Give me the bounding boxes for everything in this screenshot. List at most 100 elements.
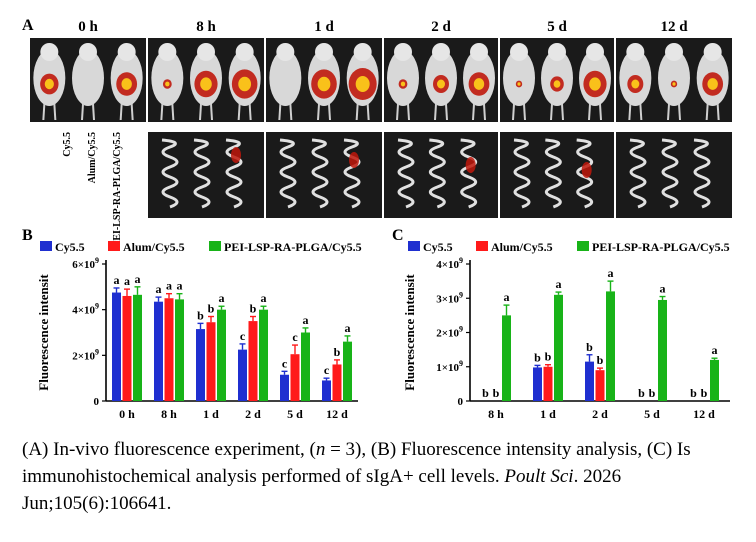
chick-leg xyxy=(289,103,293,121)
intestine-loop xyxy=(576,138,594,209)
row-label: Cy5.5 xyxy=(62,132,73,157)
timepoint-label: 5 d xyxy=(547,19,567,35)
intestine-photo xyxy=(148,132,264,218)
y-tick-label: 0 xyxy=(94,396,100,408)
y-tick-base: 4×10 xyxy=(436,259,459,271)
x-tick-label: 2 d xyxy=(245,407,261,421)
y-tick-exponent: 9 xyxy=(459,325,463,334)
y-axis-label: Fluorescence intensit xyxy=(36,274,51,391)
panel-c-chart: C Cy5.5 Alum/Cy5.5 PEI-LSP-RA-PLGA/Cy5.5 0 1×… xyxy=(392,227,730,421)
intestine-photo xyxy=(616,132,732,218)
chick-photo xyxy=(384,38,498,122)
caption-n: n xyxy=(315,439,326,460)
intestine-photo xyxy=(266,132,382,218)
chick-body xyxy=(151,50,184,106)
significance-letter: b xyxy=(534,350,541,364)
chick-leg xyxy=(716,103,720,121)
chick-head xyxy=(276,43,295,61)
significance-letter: b xyxy=(690,386,697,400)
y-tick-exponent: 9 xyxy=(95,347,99,356)
significance-letter: c xyxy=(292,330,298,344)
chick-photo xyxy=(30,38,146,122)
chick-head xyxy=(510,43,528,61)
x-tick-label: 1 d xyxy=(203,407,219,421)
panel-letter: B xyxy=(22,227,33,244)
row-label: Alum/Cy5.5 xyxy=(87,132,98,183)
x-tick-label: 5 d xyxy=(644,407,660,421)
legend-swatch xyxy=(408,241,420,251)
significance-letter: b xyxy=(586,340,593,354)
fluorescence-core xyxy=(517,82,521,86)
legend-swatch xyxy=(209,241,221,251)
legend-swatch xyxy=(476,241,488,251)
chick-leg xyxy=(512,103,515,121)
legend-label: PEI-LSP-RA-PLGA/Cy5.5 xyxy=(592,240,730,254)
intestine-photo xyxy=(500,132,614,218)
chick-head xyxy=(353,43,372,61)
significance-letter: b xyxy=(701,386,708,400)
chick-leg xyxy=(81,103,84,121)
intestine-loop xyxy=(193,138,211,209)
significance-letter: a xyxy=(504,290,510,304)
y-tick-exponent: 9 xyxy=(95,302,99,311)
chick-leg xyxy=(705,103,709,121)
y-tick-base: 6×10 xyxy=(72,259,95,271)
y-tick-label: 4×109 xyxy=(72,302,99,317)
panel-a-letter: A xyxy=(22,17,34,34)
significance-letter: a xyxy=(166,279,172,293)
intestine-signal xyxy=(581,162,592,178)
bar xyxy=(554,294,563,401)
chick-head xyxy=(665,43,683,61)
chick-head xyxy=(626,43,645,61)
significance-letter: a xyxy=(712,343,718,357)
bar xyxy=(343,341,352,401)
significance-letter: b xyxy=(197,308,204,322)
intestine-loop xyxy=(225,138,243,209)
significance-letter: a xyxy=(660,282,666,296)
bar xyxy=(259,309,268,401)
bar xyxy=(280,374,289,401)
intestine-loop xyxy=(161,138,179,209)
intestine-loop xyxy=(513,138,531,209)
y-tick-exponent: 9 xyxy=(95,256,99,265)
chick-leg xyxy=(599,103,602,121)
timepoint-label: 2 d xyxy=(431,19,451,35)
chick-head xyxy=(703,43,722,61)
x-tick-label: 2 d xyxy=(592,407,608,421)
legend-swatch xyxy=(108,241,120,251)
panel-a-photos: 0 h 8 h 1 d 2 d 5 d 12 d Cy5.5 Alum/Cy5.5 PEI-LS… xyxy=(30,19,732,247)
significance-letter: a xyxy=(156,282,162,296)
significance-letter: b xyxy=(649,386,656,400)
chick-leg xyxy=(434,103,437,121)
legend-swatch xyxy=(577,241,589,251)
chick-leg xyxy=(407,103,410,121)
chick-leg xyxy=(396,103,399,121)
significance-letter: c xyxy=(324,363,330,377)
chick-leg xyxy=(210,103,213,121)
x-tick-label: 8 h xyxy=(488,407,504,421)
significance-letter: a xyxy=(556,277,562,291)
bar xyxy=(112,292,121,401)
fluorescence-core xyxy=(400,81,406,87)
intestine-loop xyxy=(629,138,647,209)
bar xyxy=(122,295,132,401)
bar xyxy=(543,366,553,401)
x-tick-label: 5 d xyxy=(287,407,303,421)
chick-leg xyxy=(171,103,175,121)
chick-photo xyxy=(616,38,732,122)
chick-leg xyxy=(366,103,370,121)
chick-head xyxy=(470,43,488,61)
chick-head xyxy=(432,43,450,61)
chick-body xyxy=(503,50,535,106)
timepoint-label: 0 h xyxy=(78,19,98,35)
intestine-signal xyxy=(349,152,359,168)
bar xyxy=(133,294,142,401)
timepoint-label: 8 h xyxy=(196,19,216,35)
legend-label: PEI-LSP-RA-PLGA/Cy5.5 xyxy=(224,240,362,254)
intestine-signal xyxy=(231,147,241,163)
y-tick-label: 1×109 xyxy=(436,359,463,374)
significance-letter: a xyxy=(177,279,183,293)
chick-photo xyxy=(266,38,382,122)
fluorescence-core xyxy=(165,81,170,87)
fluorescence-core xyxy=(553,80,561,88)
